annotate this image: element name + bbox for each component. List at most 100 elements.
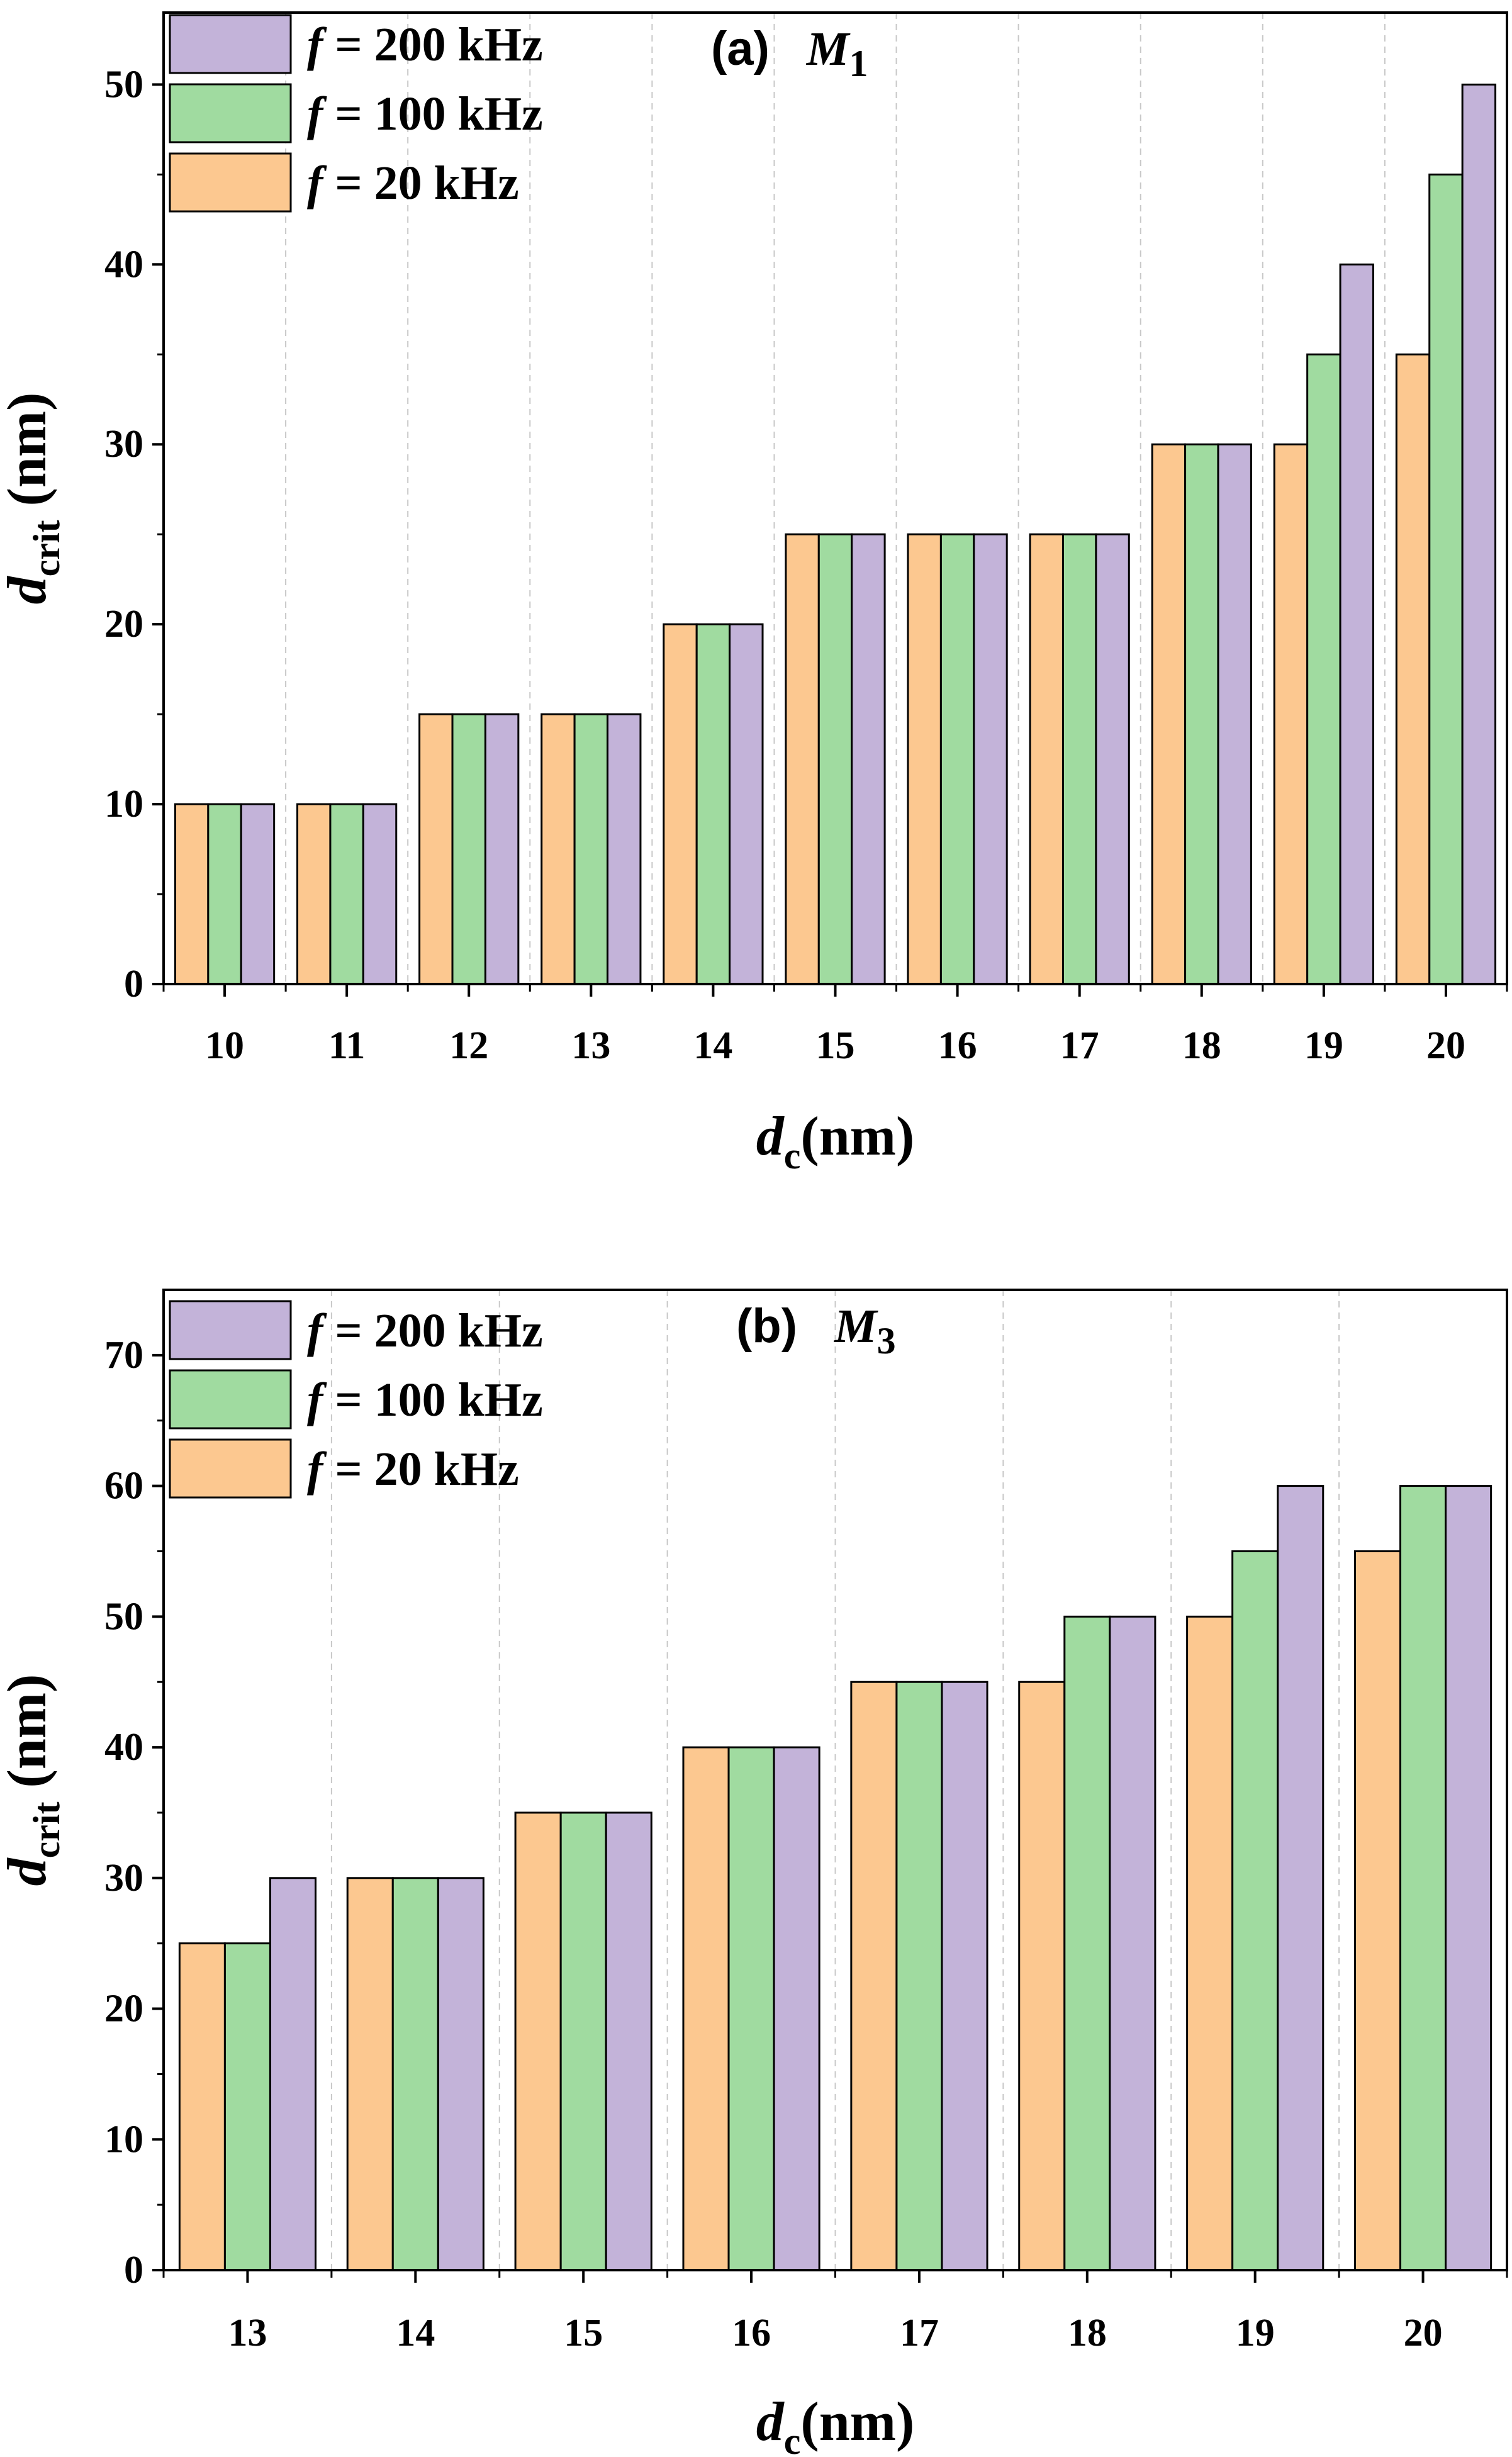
- x-tick-label: 19: [1304, 1024, 1343, 1067]
- bar-17-200khz: [1095, 533, 1130, 985]
- bar-15-20khz: [785, 533, 820, 985]
- bar-19-200khz: [1277, 1485, 1324, 2271]
- bar-12-20khz: [418, 713, 454, 985]
- bar-17-20khz: [1029, 533, 1064, 985]
- bar-16-100khz: [727, 1746, 775, 2271]
- x-tick-label: 16: [938, 1024, 977, 1067]
- panel-a-chart: 0 10 20 30 40 50 10 11 12 13 14 15 16 17 18 19 20 dc(nm) d…: [0, 11, 1508, 1177]
- bar-14-100khz: [695, 623, 731, 985]
- y-tick-label: 30: [104, 1857, 143, 1900]
- bar-10-200khz: [240, 803, 276, 985]
- bar-12-100khz: [451, 713, 486, 985]
- x-tick-label: 15: [816, 1024, 855, 1067]
- legend-swatch: [169, 83, 292, 143]
- x-tick-label: 17: [900, 2312, 939, 2354]
- bar-19-200khz: [1339, 263, 1374, 985]
- x-tick-label: 14: [396, 2312, 435, 2354]
- bar-13-100khz: [573, 713, 609, 985]
- bar-14-200khz: [729, 623, 764, 985]
- bar-10-20khz: [174, 803, 210, 985]
- legend-label: f = 200 kHz: [307, 1304, 543, 1357]
- y-tick-label: 20: [104, 603, 143, 646]
- legend-label: f = 100 kHz: [307, 1374, 543, 1426]
- x-tick-label: 20: [1404, 2312, 1443, 2354]
- bar-20-100khz: [1399, 1485, 1447, 2271]
- legend-label: f = 20 kHz: [307, 157, 519, 210]
- y-tick-label: 50: [104, 1595, 143, 1638]
- y-tick-label: 40: [104, 243, 143, 286]
- bar-15-100khz: [559, 1811, 607, 2271]
- y-axis-label: dcrit (nm): [0, 1674, 67, 1886]
- x-tick-label: 17: [1060, 1024, 1099, 1067]
- bar-17-100khz: [895, 1681, 943, 2271]
- x-tick-label: 12: [449, 1024, 488, 1067]
- y-tick-label: 10: [104, 2118, 143, 2161]
- bar-16-20khz: [682, 1746, 730, 2271]
- bar-20-200khz: [1461, 83, 1497, 985]
- y-tick-label: 60: [104, 1465, 143, 1508]
- legend-swatch: [169, 1300, 292, 1360]
- x-tick-label: 19: [1236, 2312, 1275, 2354]
- x-tick-label: 15: [564, 2312, 603, 2354]
- bar-10-100khz: [207, 803, 242, 985]
- panel-label: (a) M1: [711, 22, 868, 84]
- bar-13-100khz: [223, 1942, 271, 2271]
- bar-16-20khz: [907, 533, 942, 985]
- bar-20-100khz: [1428, 173, 1464, 985]
- x-axis-label: dc(nm): [756, 1106, 915, 1177]
- y-axis-label: dcrit (nm): [0, 393, 67, 605]
- bar-12-200khz: [484, 713, 520, 985]
- bar-14-20khz: [346, 1877, 394, 2271]
- x-tick-label: 18: [1068, 2312, 1107, 2354]
- bar-15-200khz: [605, 1811, 652, 2271]
- bar-16-200khz: [773, 1746, 820, 2271]
- bar-15-200khz: [851, 533, 886, 985]
- bar-17-20khz: [850, 1681, 898, 2271]
- bar-19-100khz: [1306, 353, 1341, 985]
- panel-b-chart: 0 10 20 30 40 50 60 70 13 14 15 16 17 18 19 20 dc(nm) dcr…: [0, 1289, 1508, 2457]
- y-tick-label: 30: [104, 423, 143, 466]
- x-tick-label: 18: [1182, 1024, 1221, 1067]
- y-tick-label: 50: [104, 63, 143, 106]
- bar-19-20khz: [1273, 443, 1309, 985]
- x-tick-label: 14: [693, 1024, 732, 1067]
- legend-label: f = 100 kHz: [307, 87, 543, 140]
- bar-13-20khz: [178, 1942, 226, 2271]
- bar-11-20khz: [296, 803, 332, 985]
- y-tick-label: 40: [104, 1726, 143, 1769]
- x-axis-label: dc(nm): [756, 2392, 915, 2457]
- bar-11-200khz: [362, 803, 398, 985]
- legend-swatch: [169, 14, 292, 74]
- x-tick-label: 16: [732, 2312, 771, 2354]
- bar-18-200khz: [1217, 443, 1252, 985]
- bar-14-100khz: [391, 1877, 439, 2271]
- legend-swatch: [169, 152, 292, 213]
- y-tick-label: 10: [104, 783, 143, 826]
- y-tick-label: 20: [104, 1988, 143, 2030]
- panel-label: (b) M3: [736, 1299, 896, 1362]
- y-tick-label: 0: [124, 963, 143, 1005]
- legend-label: f = 200 kHz: [307, 18, 543, 71]
- x-tick-label: 13: [571, 1024, 610, 1067]
- bar-14-200khz: [437, 1877, 484, 2271]
- bar-18-100khz: [1184, 443, 1219, 985]
- legend-swatch: [169, 1438, 292, 1499]
- bar-13-200khz: [269, 1877, 317, 2271]
- bar-15-20khz: [514, 1811, 562, 2271]
- bar-20-20khz: [1353, 1550, 1402, 2271]
- bar-20-200khz: [1445, 1485, 1492, 2271]
- bar-13-20khz: [540, 713, 576, 985]
- bar-17-100khz: [1061, 533, 1097, 985]
- legend-label: f = 20 kHz: [307, 1443, 519, 1496]
- bar-13-200khz: [607, 713, 642, 985]
- y-tick-label: 0: [124, 2249, 143, 2292]
- legend-swatch: [169, 1369, 292, 1430]
- bar-16-200khz: [973, 533, 1008, 985]
- bar-18-20khz: [1018, 1681, 1066, 2271]
- y-tick-label: 70: [104, 1334, 143, 1377]
- bar-19-20khz: [1186, 1615, 1234, 2271]
- bar-17-200khz: [941, 1681, 988, 2271]
- bar-18-20khz: [1151, 443, 1187, 985]
- bar-18-200khz: [1109, 1615, 1156, 2271]
